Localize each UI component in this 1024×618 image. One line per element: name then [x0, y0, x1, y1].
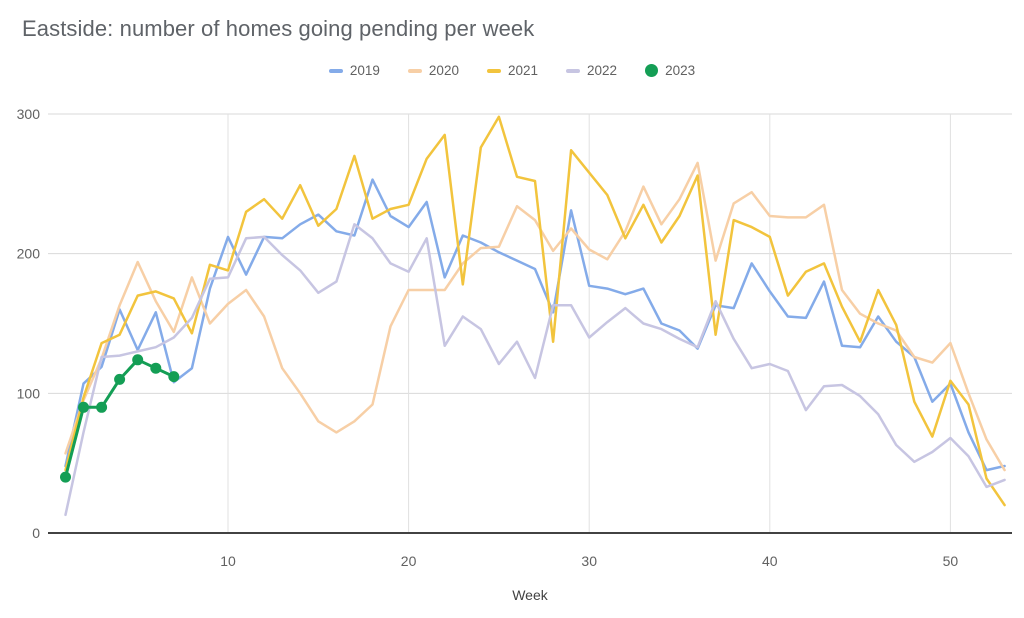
y-tick-label-200: 200 — [17, 246, 41, 262]
legend-swatch-2021-icon — [486, 68, 501, 73]
series-2023-point-week-4[interactable] — [114, 373, 126, 385]
x-tick-label-50: 50 — [943, 553, 959, 569]
chart-legend: 2019 2020 2021 2022 2023 — [0, 63, 1024, 78]
legend-label: 2019 — [349, 63, 380, 78]
series-2023-point-week-7[interactable] — [168, 371, 180, 383]
legend-item-2021[interactable]: 2021 — [486, 63, 539, 78]
series-2023-point-week-3[interactable] — [96, 401, 108, 413]
y-tick-label-0: 0 — [32, 525, 40, 541]
x-axis-title: Week — [512, 587, 549, 603]
series-2019-line — [64, 178, 1006, 472]
legend-label: 2023 — [665, 63, 696, 78]
legend-swatch-2019-icon — [328, 68, 343, 73]
series-2021-line — [64, 115, 1006, 507]
legend-swatch-2022-icon — [566, 68, 581, 73]
legend-item-2022[interactable]: 2022 — [566, 63, 617, 78]
legend-item-2019[interactable]: 2019 — [328, 63, 380, 78]
series-2020-line — [64, 161, 1006, 472]
series-2023-point-week-5[interactable] — [132, 354, 144, 366]
x-tick-label-40: 40 — [762, 553, 778, 569]
legend-swatch-2023-icon — [645, 64, 659, 77]
x-tick-label-30: 30 — [581, 553, 597, 569]
series-2022-line — [64, 223, 1006, 517]
series-2023-point-week-1[interactable] — [60, 471, 71, 483]
y-tick-label-100: 100 — [17, 385, 41, 401]
series-2023-point-week-6[interactable] — [150, 362, 162, 374]
legend-label: 2022 — [587, 63, 618, 78]
legend-swatch-2020-icon — [407, 68, 422, 73]
y-tick-label-300: 300 — [17, 106, 41, 122]
chart-title: Eastside: number of homes going pending … — [22, 16, 535, 41]
legend-label: 2020 — [428, 63, 459, 78]
x-tick-label-20: 20 — [401, 553, 417, 569]
legend-item-2020[interactable]: 2020 — [407, 63, 459, 78]
legend-item-2023[interactable]: 2023 — [645, 63, 695, 78]
x-tick-label-10: 10 — [220, 553, 236, 569]
legend-label: 2021 — [507, 63, 539, 78]
series-2023-point-week-2[interactable] — [78, 401, 89, 413]
